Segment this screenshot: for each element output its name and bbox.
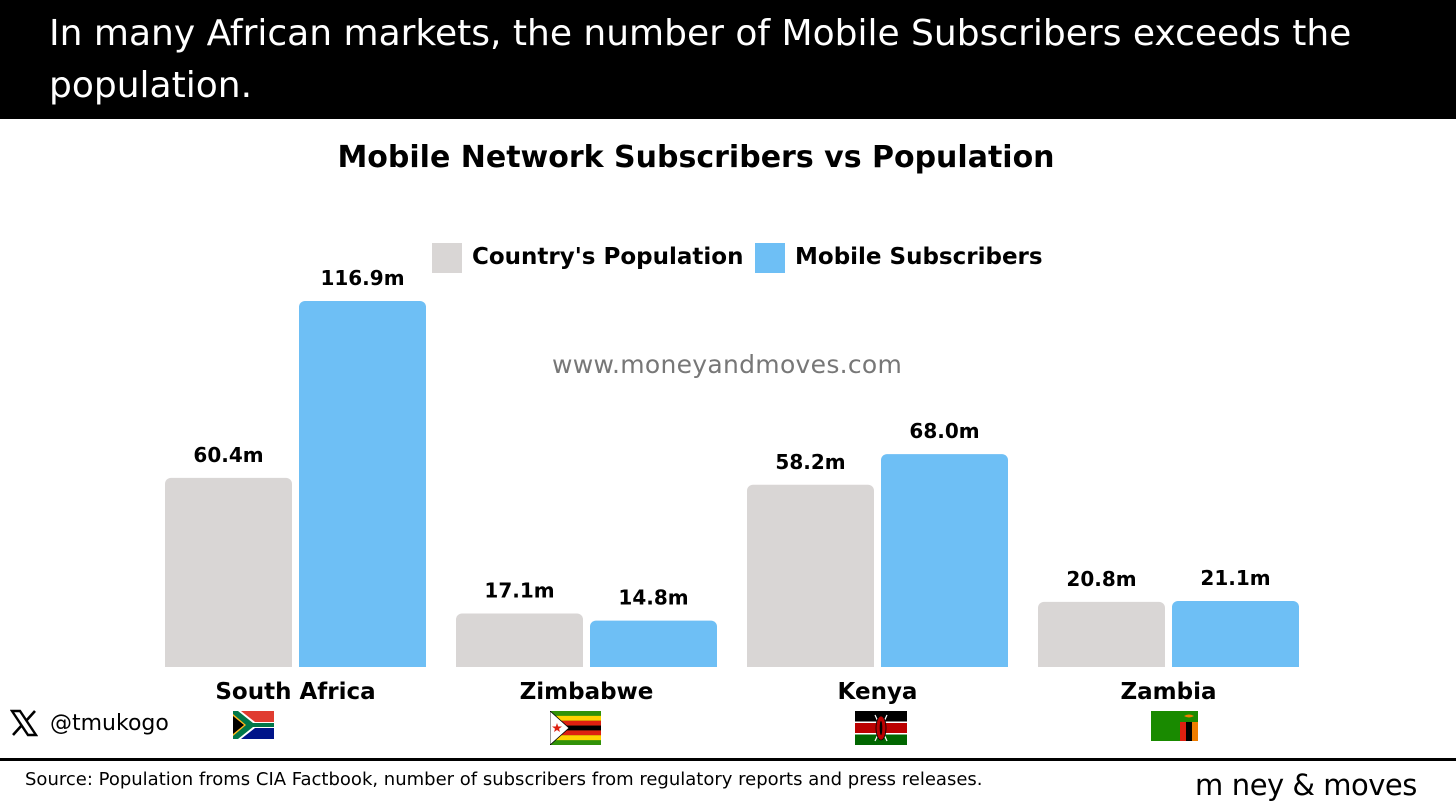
south-africa-flag-icon <box>233 711 274 739</box>
source-note: Source: Population froms CIA Factbook, n… <box>25 769 983 790</box>
x-logo-icon <box>10 709 38 737</box>
bar-south-africa-subscribers <box>299 301 426 667</box>
bar-base <box>881 659 1008 667</box>
bar-zambia-subscribers <box>1172 600 1299 667</box>
bar-zimbabwe-subscribers <box>590 620 717 667</box>
bar-base <box>590 659 717 667</box>
bar-zambia-population <box>1038 601 1165 667</box>
chart-title: Mobile Network Subscribers vs Population <box>337 140 1055 175</box>
legend-label-subscribers: Mobile Subscribers <box>795 244 1043 270</box>
bar-kenya-population <box>747 484 874 667</box>
legend-swatch-population <box>432 243 462 273</box>
bar-base <box>1038 659 1165 667</box>
footer-divider <box>0 758 1456 761</box>
zimbabwe-flag-icon <box>550 711 601 745</box>
headline-text: In many African markets, the number of M… <box>49 13 1352 106</box>
data-label: 17.1m <box>484 578 554 602</box>
data-label: 116.9m <box>320 266 404 290</box>
bar-kenya-subscribers <box>881 454 1008 667</box>
bar-base <box>747 659 874 667</box>
zambia-flag-icon <box>1151 711 1198 741</box>
data-label: 21.1m <box>1200 566 1270 590</box>
social-handle[interactable]: @tmukogo <box>10 706 169 740</box>
legend-label-population: Country's Population <box>472 244 744 270</box>
bar-zimbabwe-population <box>456 613 583 667</box>
data-label: 20.8m <box>1066 567 1136 591</box>
bar-south-africa-population <box>165 477 292 667</box>
headline-banner: In many African markets, the number of M… <box>0 0 1456 119</box>
category-label-south-africa: South Africa <box>215 679 375 705</box>
data-label: 60.4m <box>193 443 263 467</box>
data-label: 14.8m <box>618 586 688 610</box>
handle-text: @tmukogo <box>50 710 169 736</box>
category-label-kenya: Kenya <box>838 679 918 705</box>
legend-swatch-subscribers <box>755 243 785 273</box>
watermark: www.moneyandmoves.com <box>552 350 903 379</box>
data-label: 68.0m <box>909 419 979 443</box>
bar-base <box>456 659 583 667</box>
category-label-zambia: Zambia <box>1120 679 1216 705</box>
data-label: 58.2m <box>775 450 845 474</box>
brand-logo: m ney & moves <box>1195 768 1417 802</box>
category-label-zimbabwe: Zimbabwe <box>520 679 654 705</box>
bar-base <box>1172 659 1299 667</box>
bar-base <box>165 659 292 667</box>
bar-base <box>299 659 426 667</box>
kenya-flag-icon <box>855 711 907 745</box>
